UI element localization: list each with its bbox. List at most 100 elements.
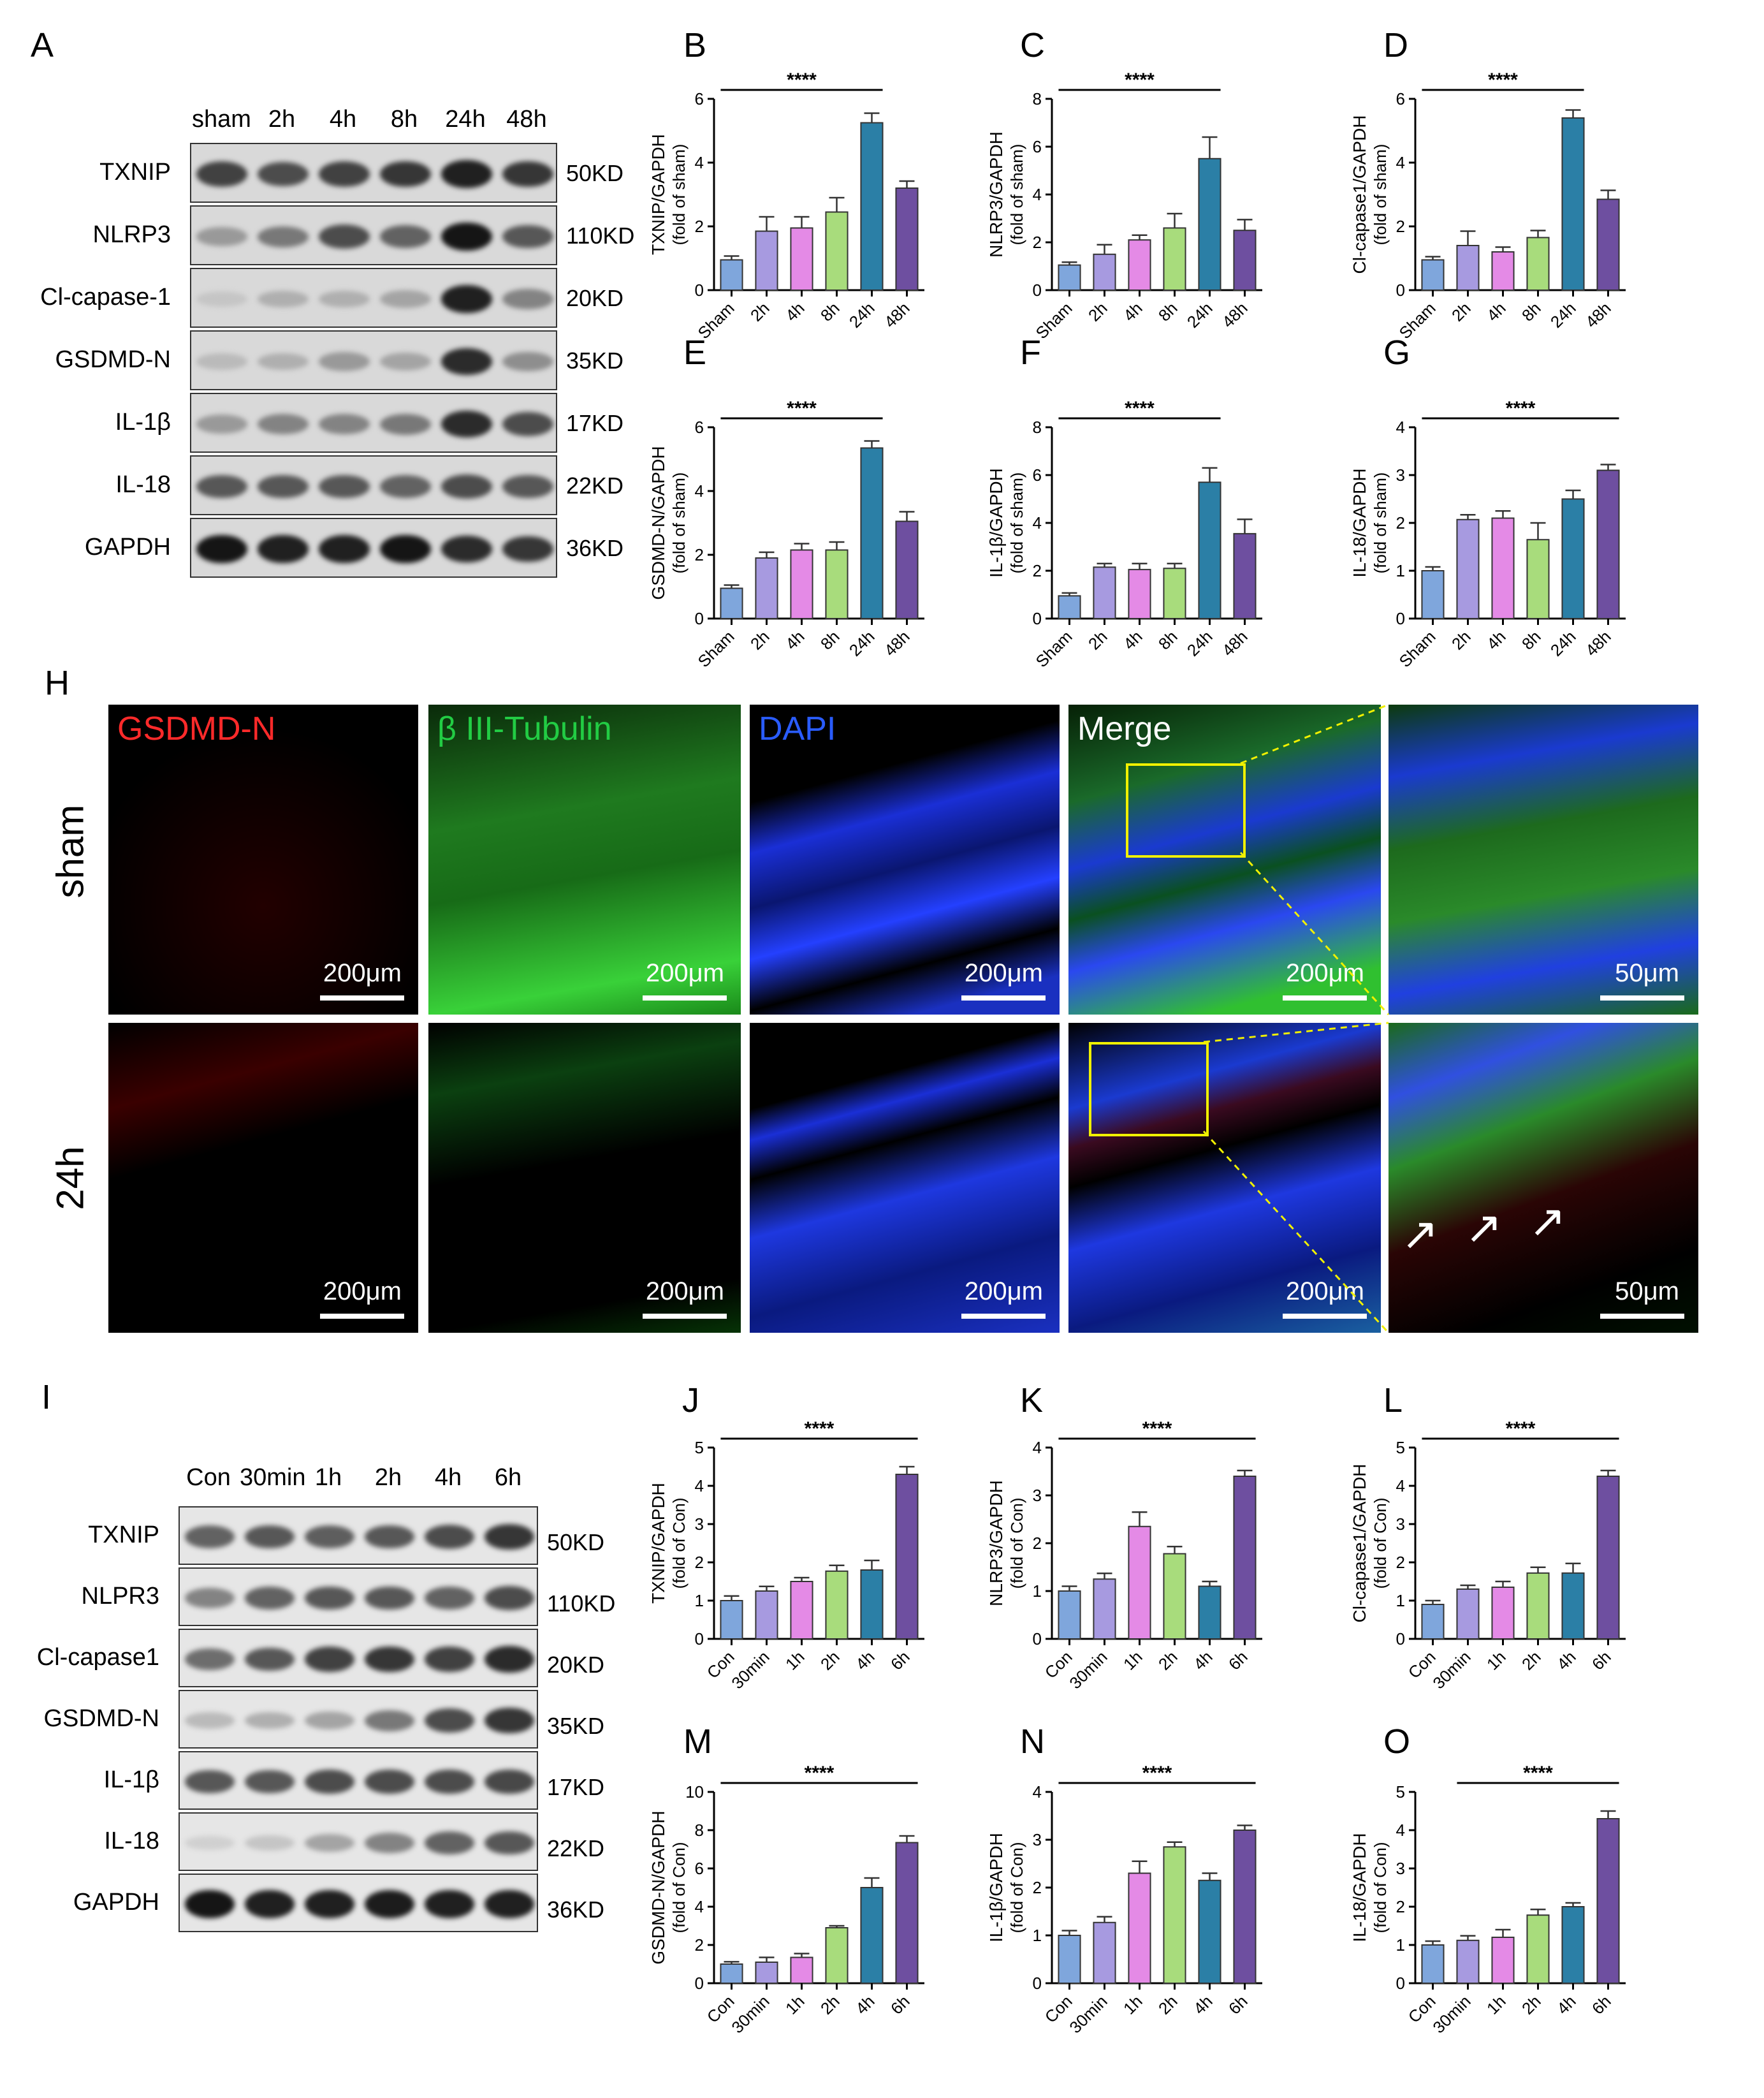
micrograph-tile: Merge 200μm: [1068, 705, 1381, 1015]
x-tick-label: 6h: [1225, 1647, 1251, 1674]
blot-band: [502, 161, 553, 187]
y-tick-label: 4: [695, 153, 704, 172]
y-axis-label: GSDMD-N/GAPDH: [648, 1810, 668, 1964]
bar: [720, 587, 743, 619]
x-tick-label: 8h: [1155, 627, 1181, 654]
blot-band: [365, 1525, 414, 1549]
significance-stars: ****: [1523, 1763, 1553, 1784]
lane-header: 1h: [314, 1464, 342, 1491]
y-axis-label: IL-1β/GAPDH: [986, 468, 1006, 578]
y-tick-label: 0: [1033, 609, 1042, 628]
blot-band: [196, 291, 247, 307]
y-tick-label: 2: [695, 217, 704, 236]
scale-bar: [643, 995, 727, 1001]
bar: [895, 1474, 919, 1640]
significance-stars: ****: [1506, 1418, 1536, 1439]
x-tick-label: 2h: [1084, 627, 1111, 654]
blot-band: [196, 353, 247, 370]
x-tick-label: 4h: [852, 1992, 878, 2018]
panel-letter-k: K: [1020, 1381, 1044, 1419]
y-axis-label: Cl-capase1/GAPDH: [1350, 1464, 1369, 1623]
row-label: 24h: [48, 1146, 92, 1210]
bar: [755, 1962, 778, 1984]
blot-band: [245, 1770, 295, 1794]
bar: [1233, 1830, 1257, 1984]
molecular-weight-label: 110KD: [547, 1590, 616, 1617]
lane-header: 6h: [494, 1464, 522, 1491]
western-blot-a: sham 2h 4h 8h 24h 48h TXNIP 50KD NLRP3 110KD Cl-ca…: [26, 96, 663, 593]
channel-label: β III-Tubulin: [437, 710, 612, 747]
y-axis-sublabel: (fold of sham): [1371, 473, 1390, 574]
y-tick-label: 0: [1396, 609, 1405, 628]
y-axis-label: NLRP3/GAPDH: [986, 1480, 1006, 1606]
y-tick-label: 4: [1396, 1821, 1405, 1840]
blot-band: [502, 224, 553, 249]
bar: [825, 549, 849, 619]
blot-band: [441, 410, 492, 438]
bar: [1058, 595, 1081, 619]
lane-header: sham: [192, 106, 251, 133]
y-tick-label: 0: [695, 1629, 704, 1648]
x-tick-label: 4h: [852, 1647, 878, 1674]
y-tick-label: 6: [1396, 89, 1405, 108]
lane-header: 2h: [268, 106, 296, 133]
blot-band: [245, 1647, 295, 1671]
molecular-weight-label: 35KD: [566, 348, 624, 374]
panel-letter-i: I: [41, 1378, 52, 1416]
x-tick-label: 4h: [1553, 1992, 1580, 2018]
bar: [1198, 1585, 1221, 1640]
y-tick-label: 3: [1396, 466, 1405, 485]
y-axis-label: TXNIP/GAPDH: [648, 1483, 668, 1604]
bar: [1163, 568, 1186, 619]
lane-header: 30min: [240, 1464, 306, 1491]
blot-band: [441, 535, 492, 563]
y-axis-label: IL-18/GAPDH: [1350, 1833, 1369, 1942]
row-label: sham: [48, 804, 92, 899]
x-tick-label: 24h: [845, 627, 878, 660]
x-tick-label: 30min: [727, 1647, 773, 1692]
blot-row-label: GSDMD-N: [43, 1705, 159, 1732]
bar: [790, 1581, 813, 1640]
x-tick-label: Sham: [1396, 627, 1440, 671]
scale-bar-label: 200μm: [323, 1277, 402, 1305]
blot-band: [196, 227, 247, 246]
blot-band: [502, 289, 553, 309]
x-tick-label: 8h: [817, 627, 843, 654]
lane-header: 24h: [445, 106, 486, 133]
y-tick-label: 6: [1033, 466, 1042, 485]
bar: [895, 1842, 919, 1984]
y-tick-label: 3: [1033, 1830, 1042, 1849]
molecular-weight-label: 17KD: [566, 410, 624, 436]
x-tick-label: Sham: [1032, 298, 1076, 342]
blot-band: [425, 1769, 474, 1794]
y-tick-label: 3: [1396, 1859, 1405, 1878]
blot-band: [305, 1525, 354, 1549]
blot-row-label: TXNIP: [88, 1522, 159, 1548]
blot-row-label: NLPR3: [81, 1583, 160, 1610]
x-tick-label: 2h: [817, 1647, 843, 1674]
significance-stars: ****: [787, 70, 817, 91]
x-tick-label: 2h: [1518, 1647, 1545, 1674]
y-tick-label: 4: [1396, 153, 1405, 172]
y-tick-label: 1: [1033, 1926, 1042, 1945]
micrograph-tile: 200μm: [428, 1023, 741, 1333]
y-tick-label: 1: [1396, 561, 1405, 580]
y-tick-label: 6: [1033, 137, 1042, 156]
y-tick-label: 0: [1033, 1629, 1042, 1648]
scale-bar-label: 200μm: [1285, 959, 1364, 987]
x-tick-label: 48h: [1582, 627, 1615, 660]
blot-band: [502, 474, 553, 499]
y-tick-label: 4: [1033, 1438, 1042, 1457]
y-axis-label: IL-18/GAPDH: [1350, 468, 1369, 577]
y-tick-label: 4: [1396, 418, 1405, 437]
bar: [825, 1570, 849, 1640]
blot-band: [319, 474, 370, 499]
y-tick-label: 1: [695, 1591, 704, 1610]
blot-strip: [179, 1629, 538, 1687]
blot-band: [196, 161, 247, 187]
bar: [1128, 1525, 1151, 1640]
molecular-weight-label: 36KD: [566, 535, 624, 561]
blot-band: [319, 161, 370, 187]
bar: [1128, 569, 1151, 619]
